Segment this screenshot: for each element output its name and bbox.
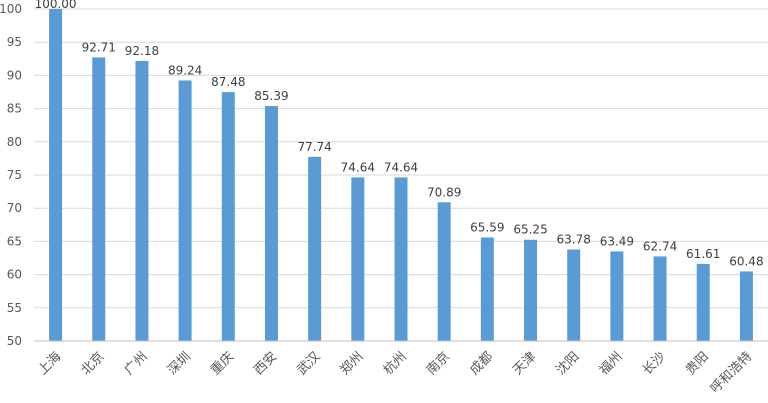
bar [524, 239, 538, 341]
data-label: 65.59 [470, 220, 504, 234]
x-tick-label: 北京 [79, 349, 108, 378]
data-label: 77.74 [297, 140, 331, 154]
y-tick-label: 75 [7, 168, 22, 182]
y-tick-label: 90 [7, 68, 22, 82]
x-tick-label: 贵阳 [683, 349, 712, 378]
y-tick-label: 100 [0, 2, 22, 16]
x-tick-label: 西安 [251, 349, 280, 378]
bar [351, 177, 365, 341]
x-tick-label: 深圳 [165, 349, 194, 378]
y-tick-label: 80 [7, 135, 22, 149]
x-tick-label: 武汉 [294, 349, 323, 378]
bar [394, 177, 408, 341]
x-tick-label: 福州 [597, 349, 626, 378]
y-tick-label: 55 [7, 301, 22, 315]
data-label: 65.25 [513, 223, 547, 237]
y-tick-label: 70 [7, 201, 22, 215]
x-tick-label: 杭州 [381, 349, 410, 378]
data-label: 100.00 [35, 0, 77, 11]
x-tick-label: 郑州 [338, 349, 367, 378]
bar [308, 156, 322, 341]
x-tick-label: 重庆 [207, 349, 237, 379]
data-label: 60.48 [729, 254, 763, 268]
bar [221, 92, 235, 341]
data-label: 87.48 [211, 75, 245, 89]
bar [696, 263, 710, 341]
x-tick-label: 南京 [423, 349, 453, 379]
bar [739, 271, 753, 341]
bar [264, 106, 278, 341]
data-labels: 100.00 92.71 92.18 89.24 87.48 85.39 77.74 74.6… [35, 0, 764, 268]
bar [135, 60, 149, 341]
data-label: 70.89 [427, 185, 461, 199]
y-tick-label: 65 [7, 234, 22, 248]
x-tick-label: 沈阳 [554, 349, 583, 378]
bar [92, 57, 106, 341]
data-label: 63.78 [557, 233, 591, 247]
bar [610, 251, 624, 341]
y-tick-label: 50 [7, 334, 22, 348]
data-label: 74.64 [384, 160, 418, 174]
y-tick-label: 60 [7, 268, 22, 282]
data-label: 85.39 [254, 89, 288, 103]
data-label: 62.74 [643, 239, 677, 253]
data-label: 92.71 [82, 40, 116, 54]
bar [437, 202, 451, 341]
bars [49, 9, 753, 341]
data-label: 89.24 [168, 63, 202, 77]
bar [49, 9, 63, 341]
y-axis-ticks: 50 55 60 65 70 75 80 85 90 95 100 [0, 2, 22, 348]
bar [567, 249, 581, 341]
x-tick-label: 广州 [122, 349, 151, 378]
y-tick-label: 85 [7, 102, 22, 116]
data-label: 61.61 [686, 247, 720, 261]
x-tick-label: 成都 [467, 349, 496, 378]
x-tick-label: 长沙 [640, 349, 669, 378]
x-tick-label: 天津 [510, 349, 539, 378]
data-label: 63.49 [600, 234, 634, 248]
bar [480, 237, 494, 341]
x-tick-label: 上海 [35, 349, 64, 378]
bar [653, 256, 667, 341]
y-tick-label: 95 [7, 35, 22, 49]
bar [178, 80, 192, 341]
data-label: 92.18 [125, 44, 159, 58]
x-tick-label: 呼和浩特 [708, 349, 755, 396]
data-label: 74.64 [341, 160, 375, 174]
